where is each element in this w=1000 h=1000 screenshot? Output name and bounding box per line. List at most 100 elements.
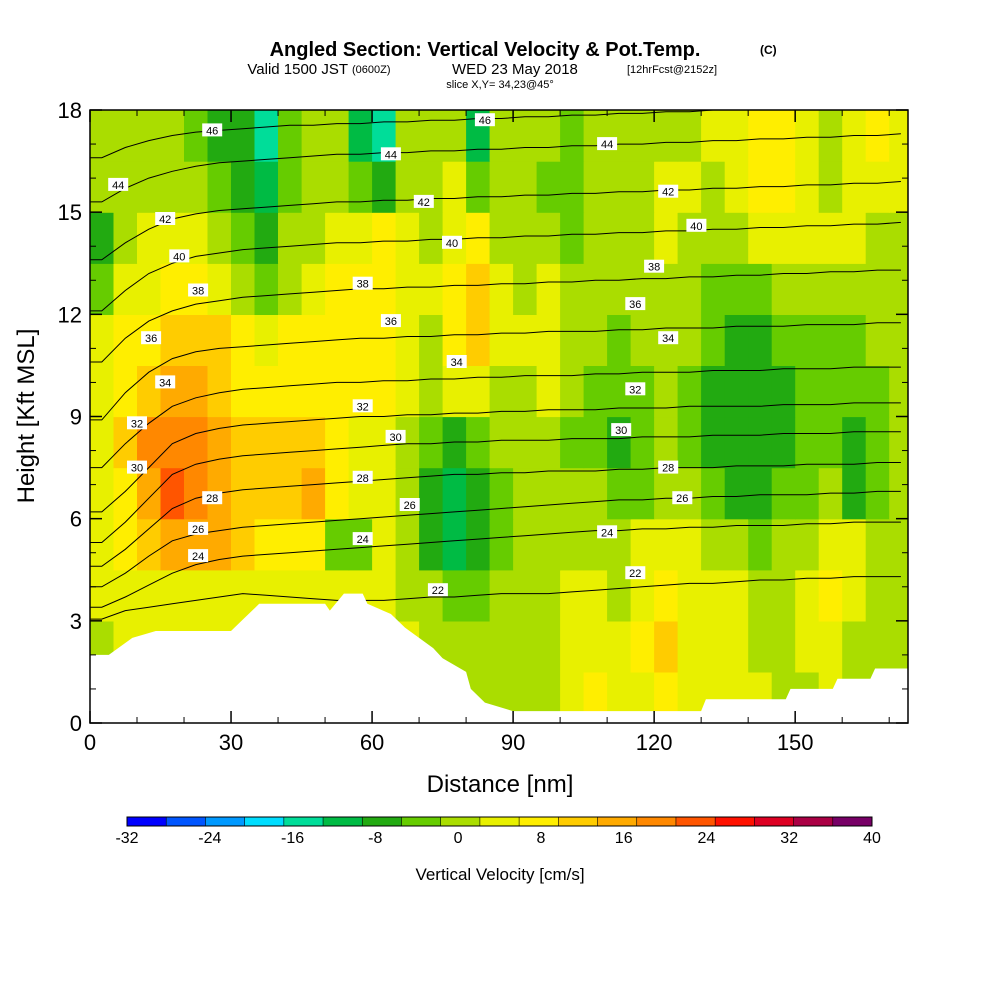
velocity-cell [654,416,679,469]
velocity-cell [254,161,279,213]
contour-label: 26 [404,500,416,512]
velocity-cell [701,263,726,315]
velocity-cell [325,263,350,315]
velocity-cell [630,518,655,571]
velocity-cell [90,110,115,162]
velocity-cell [560,416,585,469]
velocity-cell [536,365,561,418]
pot-temp-contour-32 [90,402,901,513]
velocity-cell [795,161,820,213]
velocity-cell [301,314,326,366]
velocity-cell [583,314,608,366]
contour-label-box [446,355,467,368]
contour-label: 24 [192,551,204,563]
velocity-cell [724,161,749,213]
chart-title: Angled Section: Vertical Velocity & Pot.… [270,39,701,61]
velocity-cell [278,518,303,571]
colorbar-tick-label: 40 [863,830,881,847]
contour-label-box [442,235,462,249]
x-tick-label: 0 [84,730,96,755]
velocity-cell [630,314,655,366]
colorbar-tick-label: -24 [198,830,221,847]
velocity-cell [889,518,908,571]
contour-label-box [108,177,129,191]
velocity-cell [865,365,890,418]
velocity-cell [748,263,773,315]
velocity-cell [278,314,303,366]
velocity-cell [795,314,820,366]
velocity-cell [254,467,279,520]
contour-label: 42 [159,214,171,226]
contour-label-box [399,498,420,511]
x-tick-label: 90 [501,730,525,755]
velocity-cell [137,110,162,162]
velocity-cell [160,518,185,571]
velocity-cell [724,365,749,418]
velocity-cell [254,365,279,418]
velocity-cell [442,467,467,520]
velocity-cell [865,620,890,673]
contour-label: 36 [385,316,397,328]
velocity-cell [536,212,561,264]
contour-label-box [188,283,209,297]
velocity-cell [607,161,632,213]
velocity-cell [701,620,726,673]
velocity-cell [301,263,326,315]
velocity-cell [654,365,679,418]
velocity-cell [160,263,185,315]
contour-label-box [127,416,147,430]
velocity-cell [489,314,514,366]
velocity-cell [771,314,796,366]
velocity-cell [442,263,467,315]
velocity-cell [842,620,867,673]
colorbar-swatch [205,817,246,826]
contour-label-box [202,123,223,137]
colorbar-swatch [244,817,285,826]
velocity-cell [560,365,585,418]
pot-temp-contour-40 [90,221,901,312]
velocity-cell [419,518,444,571]
velocity-cell [536,161,561,213]
velocity-cell [137,467,162,520]
contour-label-box [352,399,373,413]
velocity-cell [771,110,796,162]
velocity-cell [560,212,585,264]
contour-label-box [352,276,373,290]
velocity-cell [513,110,538,162]
contour-label-box [385,429,406,443]
velocity-cell [630,416,655,469]
velocity-cell [513,365,538,418]
velocity-cell [231,161,256,213]
velocity-cell [90,212,115,264]
velocity-cell [536,263,561,315]
velocity-cell [889,620,908,673]
velocity-cell [137,569,162,622]
velocity-cell [795,263,820,315]
velocity-cell [818,416,843,469]
velocity-cell [536,314,561,366]
contour-label-box [352,470,373,484]
velocity-cell [724,212,749,264]
contour-label-box [672,491,693,505]
velocity-cell [254,518,279,571]
velocity-cell [701,467,726,520]
velocity-cell [865,467,890,520]
velocity-cell [701,110,726,162]
velocity-cell [654,212,679,264]
velocity-cell [489,263,514,315]
velocity-cell [677,416,702,469]
velocity-cell [677,620,702,673]
velocity-cell [90,365,115,418]
velocity-cell [842,416,867,469]
velocity-cell [90,263,115,315]
pot-temp-contour-30 [90,431,901,543]
velocity-cell [889,263,908,315]
velocity-cell [842,314,867,366]
colorbar-tick-label: 16 [615,830,633,847]
velocity-cell [583,110,608,162]
velocity-cell [771,416,796,469]
velocity-cell [583,569,608,622]
subtitle-valid: Valid 1500 JST [247,61,348,78]
